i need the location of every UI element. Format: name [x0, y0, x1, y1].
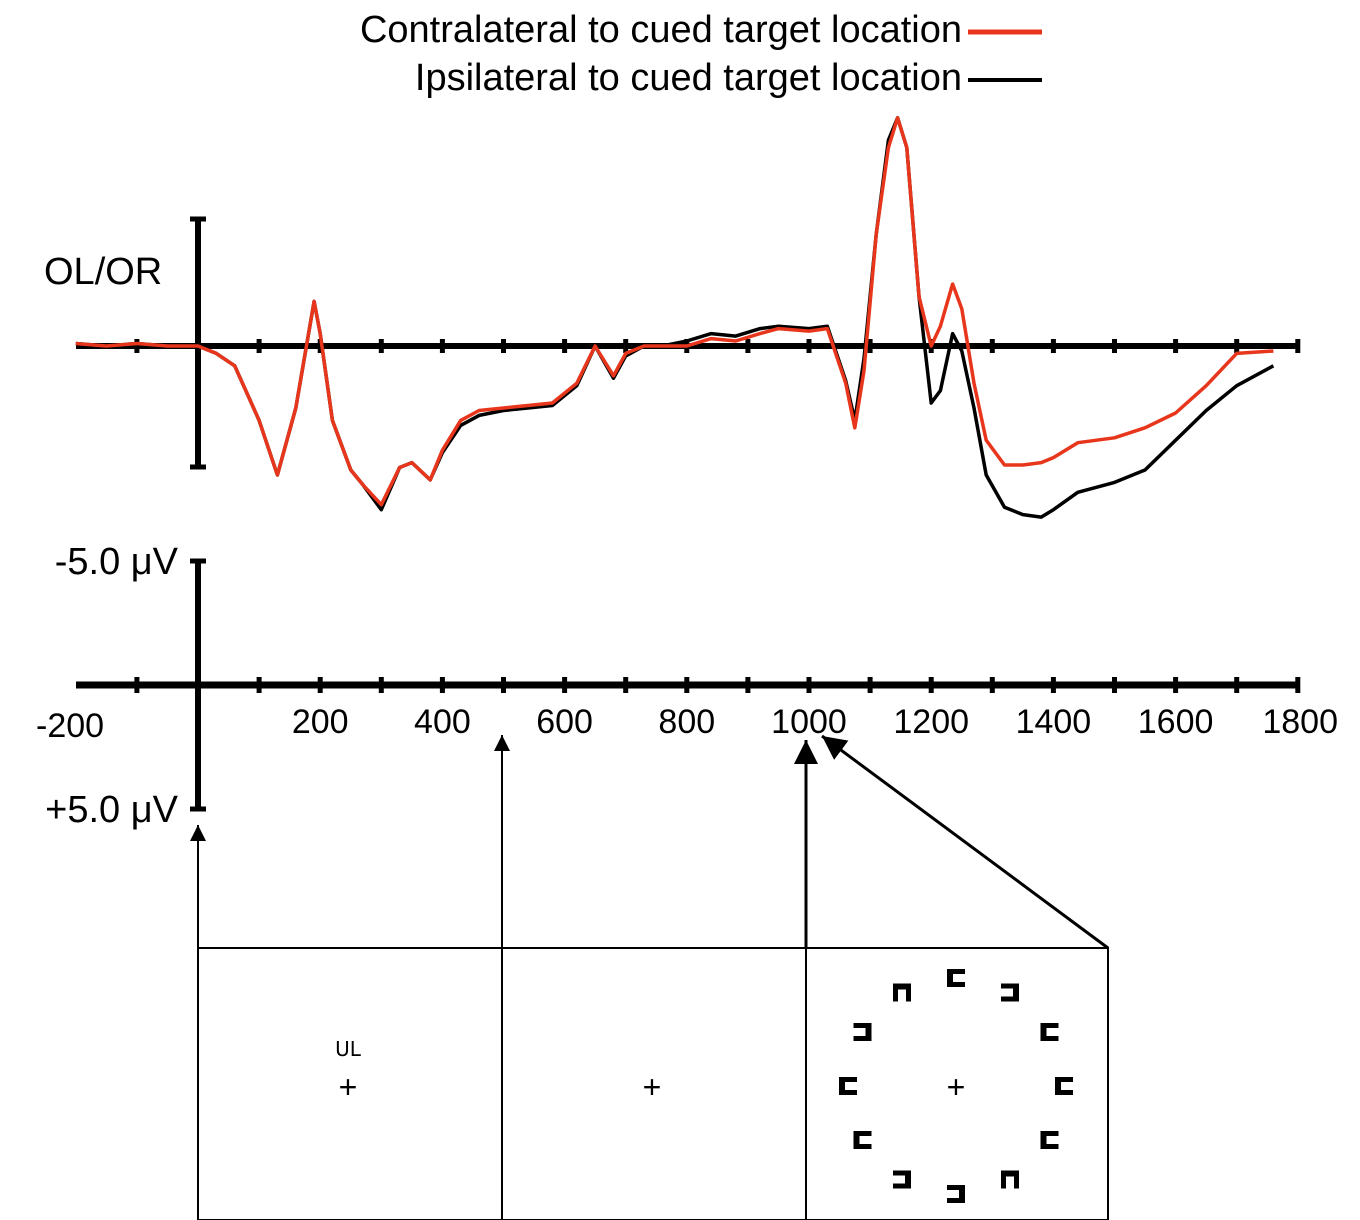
search-array — [839, 969, 1073, 1203]
search-item — [1055, 1077, 1073, 1095]
waveform-axes — [76, 216, 1301, 470]
time-axis-tick-labels: -200 200 400 600 800 1000 1200 1400 1600 1800 — [36, 703, 1338, 745]
search-item — [1040, 1023, 1059, 1041]
time-tick-label: 800 — [658, 703, 715, 741]
fixation-cross-2: + — [643, 1069, 662, 1105]
time-tick-label: 1400 — [1016, 703, 1092, 741]
search-item — [853, 1023, 872, 1041]
search-item — [1001, 1170, 1019, 1189]
trial-frame-search — [805, 947, 1109, 1220]
search-item — [947, 969, 965, 987]
series-line-contralateral — [75, 116, 1274, 507]
search-item — [839, 1077, 857, 1095]
legend: Contralateral to cued target location Ip… — [360, 9, 1042, 99]
time-tick-label: 400 — [414, 703, 471, 741]
scale-label-negative: -5.0 μV — [55, 541, 179, 583]
time-tick-label: 600 — [536, 703, 593, 741]
search-item — [893, 1170, 911, 1189]
series-group — [75, 116, 1275, 519]
cue-text: UL — [335, 1037, 362, 1061]
time-tick-label: 200 — [292, 703, 349, 741]
fixation-cross-1: + — [339, 1069, 358, 1105]
scale-label-positive: +5.0 μV — [45, 789, 178, 831]
time-tick-label: 1600 — [1138, 703, 1214, 741]
legend-label-ipsilateral: Ipsilateral to cued target location — [415, 57, 962, 99]
trial-frames: UL + + + — [197, 947, 1109, 1220]
search-item — [853, 1131, 872, 1149]
time-tick-label: 1200 — [893, 703, 969, 741]
time-tick-label: -200 — [36, 707, 104, 745]
arrow-frame-3-diagonal — [821, 734, 1109, 950]
waveform-ticks — [134, 339, 1301, 353]
time-axis-ticks — [134, 677, 1301, 693]
time-tick-label: 1000 — [771, 703, 847, 741]
search-item — [1001, 983, 1019, 1002]
fixation-cross-3: + — [947, 1069, 966, 1105]
trial-arrows — [190, 734, 1109, 950]
search-item — [947, 1185, 965, 1203]
time-tick-label: 1800 — [1262, 703, 1338, 741]
legend-label-contralateral: Contralateral to cued target location — [360, 9, 962, 51]
channel-label: OL/OR — [44, 251, 162, 293]
search-item — [1040, 1131, 1059, 1149]
scale-axes: -200 200 400 600 800 1000 1200 1400 1600 1800 -5.… — [36, 541, 1338, 831]
series-line-ipsilateral — [75, 116, 1275, 519]
search-item — [893, 983, 911, 1002]
